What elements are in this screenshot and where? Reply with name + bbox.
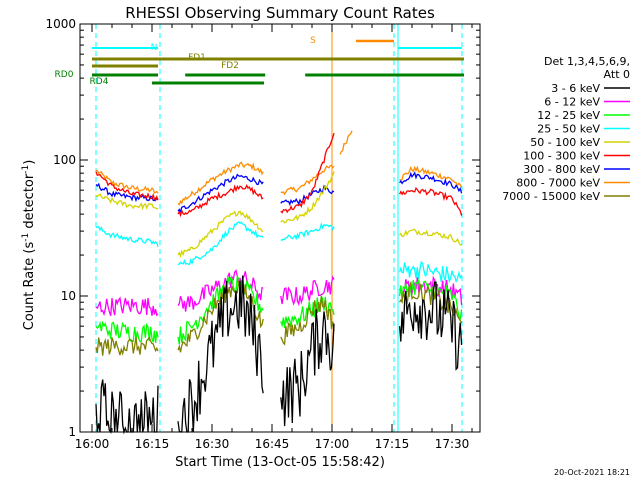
flag-label-s: S — [310, 36, 316, 46]
legend-detectors: Det 1,3,4,5,6,9, — [544, 55, 630, 68]
x-tick-label: 17:15 — [375, 437, 410, 451]
x-tick-label: 16:15 — [135, 437, 170, 451]
series-line-3 — [95, 171, 462, 259]
flag-label-n: N — [151, 43, 158, 53]
legend-entry-label: 100 - 300 keV — [523, 150, 600, 163]
axes-frame — [79, 23, 481, 433]
y-tick-label: 100 — [53, 153, 76, 167]
y-tick-label: 1000 — [45, 17, 76, 31]
series-line-1 — [95, 171, 463, 213]
legend-entry-label: 12 - 25 keV — [537, 109, 600, 122]
flag-label-rd4: RD4 — [90, 77, 109, 87]
x-tick-label: 16:30 — [195, 437, 230, 451]
series-line-8 — [95, 275, 463, 435]
x-tick-label: 17:30 — [435, 437, 470, 451]
legend-attenuator: Att 0 — [604, 68, 630, 81]
series-line-4 — [95, 221, 463, 284]
flag-label-rd0: RD0 — [55, 70, 74, 80]
x-axis-label: Start Time (13-Oct-05 15:58:42) — [175, 455, 385, 470]
legend-entry-label: 25 - 50 keV — [537, 123, 600, 136]
legend-entry-label: 300 - 800 keV — [523, 163, 600, 176]
series-line-2 — [95, 132, 463, 218]
y-axis-label: Count Rate (s-1 detector-1) — [21, 160, 37, 331]
legend-entry-label: 6 - 12 keV — [544, 96, 600, 109]
series-line-0 — [95, 130, 463, 206]
flag-label-fd1: FD1 — [188, 53, 206, 63]
series-line-6 — [95, 275, 463, 345]
x-tick-label: 16:00 — [75, 437, 110, 451]
legend-entry-label: 800 - 7000 keV — [516, 177, 600, 190]
y-tick-label: 1 — [68, 425, 76, 439]
y-tick-label: 10 — [61, 289, 76, 303]
legend-entry-label: 3 - 6 keV — [551, 82, 600, 95]
legend-entry-label: 7000 - 15000 keV — [502, 190, 600, 203]
x-tick-label: 17:00 — [315, 437, 350, 451]
plot-area: N S FD1 FD2 RD0 RD4 1 10 100 1000 16:00 16:15 16:30 1… — [45, 17, 481, 451]
legend-entry-label: 50 - 100 keV — [530, 136, 600, 149]
x-tick-label: 16:45 — [255, 437, 290, 451]
flag-label-fd2: FD2 — [221, 61, 239, 71]
chart-title: RHESSI Observing Summary Count Rates — [125, 4, 435, 22]
date-stamp: 20-Oct-2021 18:21 — [554, 468, 630, 477]
